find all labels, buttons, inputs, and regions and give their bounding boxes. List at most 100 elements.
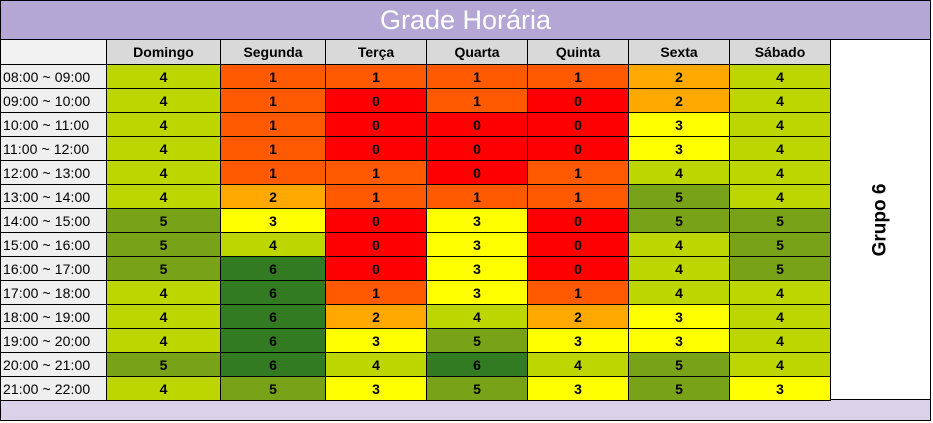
- heatmap-cell: 4: [426, 304, 528, 329]
- heatmap-cell: 1: [325, 184, 427, 209]
- heatmap-cell: 5: [426, 328, 528, 353]
- time-label: 08:00 ~ 09:00: [0, 64, 107, 89]
- heatmap-cell: 0: [527, 208, 629, 233]
- heatmap-cell: 3: [426, 280, 528, 305]
- column-header: Domingo: [106, 39, 221, 65]
- heatmap-cell: 0: [325, 112, 427, 137]
- page-title: Grade Horária: [379, 4, 552, 35]
- heatmap-cell: 1: [426, 64, 528, 89]
- heatmap-cell: 0: [527, 88, 629, 113]
- heatmap-cell: 0: [325, 256, 427, 281]
- heatmap-cell: 0: [527, 136, 629, 161]
- heatmap-cell: 5: [628, 184, 730, 209]
- title-bar: Grade Horária: [0, 0, 931, 40]
- heatmap-cell: 4: [729, 328, 831, 353]
- column-header: Segunda: [220, 39, 326, 65]
- heatmap-cell: 5: [628, 376, 730, 401]
- heatmap-cell: 3: [527, 328, 629, 353]
- time-label: 14:00 ~ 15:00: [0, 208, 107, 233]
- heatmap-cell: 3: [628, 112, 730, 137]
- heatmap-cell: 4: [527, 352, 629, 377]
- heatmap-cell: 3: [426, 208, 528, 233]
- column-header: Sexta: [628, 39, 730, 65]
- time-label: 21:00 ~ 22:00: [0, 376, 107, 401]
- heatmap-cell: 2: [628, 64, 730, 89]
- heatmap-cell: 6: [220, 304, 326, 329]
- heatmap-cell: 1: [426, 184, 528, 209]
- heatmap-cell: 4: [106, 328, 221, 353]
- heatmap-cell: 5: [106, 256, 221, 281]
- header-corner: [0, 39, 107, 65]
- heatmap-cell: 4: [729, 64, 831, 89]
- heatmap-cell: 5: [628, 352, 730, 377]
- heatmap-cell: 4: [729, 304, 831, 329]
- heatmap-cell: 4: [729, 112, 831, 137]
- heatmap-cell: 3: [325, 376, 427, 401]
- heatmap-cell: 4: [106, 376, 221, 401]
- column-header: Quinta: [527, 39, 629, 65]
- heatmap-cell: 2: [220, 184, 326, 209]
- heatmap-cell: 5: [106, 208, 221, 233]
- heatmap-cell: 2: [325, 304, 427, 329]
- heatmap-cell: 3: [426, 232, 528, 257]
- heatmap-cell: 3: [527, 376, 629, 401]
- time-label: 09:00 ~ 10:00: [0, 88, 107, 113]
- heatmap-cell: 5: [729, 232, 831, 257]
- heatmap-cell: 4: [729, 88, 831, 113]
- heatmap-cell: 6: [220, 280, 326, 305]
- heatmap-cell: 1: [527, 184, 629, 209]
- group-label: Grupo 6: [869, 183, 890, 256]
- heatmap-cell: 5: [426, 376, 528, 401]
- time-label: 20:00 ~ 21:00: [0, 352, 107, 377]
- heatmap-cell: 1: [325, 160, 427, 185]
- column-header: Terça: [325, 39, 427, 65]
- heatmap-cell: 4: [729, 136, 831, 161]
- heatmap-cell: 1: [426, 88, 528, 113]
- heatmap-cell: 2: [628, 88, 730, 113]
- heatmap-cell: 4: [628, 232, 730, 257]
- heatmap-cell: 3: [325, 328, 427, 353]
- heatmap-cell: 4: [628, 280, 730, 305]
- heatmap-cell: 3: [628, 328, 730, 353]
- heatmap-cell: 4: [106, 112, 221, 137]
- heatmap-cell: 4: [325, 352, 427, 377]
- heatmap-cell: 6: [220, 328, 326, 353]
- heatmap-cell: 2: [527, 304, 629, 329]
- heatmap-cell: 1: [527, 280, 629, 305]
- heatmap-cell: 1: [527, 160, 629, 185]
- heatmap-cell: 6: [220, 256, 326, 281]
- heatmap-cell: 4: [729, 352, 831, 377]
- heatmap-cell: 5: [628, 208, 730, 233]
- time-label: 17:00 ~ 18:00: [0, 280, 107, 305]
- heatmap-cell: 4: [729, 160, 831, 185]
- heatmap-cell: 4: [106, 64, 221, 89]
- heatmap-cell: 4: [106, 184, 221, 209]
- heatmap-cell: 1: [220, 88, 326, 113]
- heatmap-cell: 4: [106, 88, 221, 113]
- group-cell: Grupo 6: [829, 39, 931, 400]
- heatmap-cell: 0: [325, 136, 427, 161]
- column-header: Quarta: [426, 39, 528, 65]
- heatmap-cell: 0: [527, 256, 629, 281]
- time-label: 18:00 ~ 19:00: [0, 304, 107, 329]
- heatmap-cell: 0: [325, 232, 427, 257]
- heatmap-cell: 5: [729, 256, 831, 281]
- footer-bar: [0, 399, 931, 421]
- heatmap-cell: 1: [527, 64, 629, 89]
- heatmap-cell: 3: [426, 256, 528, 281]
- heatmap-cell: 3: [729, 376, 831, 401]
- time-label: 16:00 ~ 17:00: [0, 256, 107, 281]
- heatmap-cell: 1: [325, 64, 427, 89]
- heatmap-cell: 3: [220, 208, 326, 233]
- heatmap-cell: 0: [426, 160, 528, 185]
- heatmap-cell: 0: [426, 136, 528, 161]
- heatmap-cell: 4: [628, 160, 730, 185]
- heatmap-cell: 1: [220, 160, 326, 185]
- heatmap-cell: 5: [220, 376, 326, 401]
- column-header: Sábado: [729, 39, 831, 65]
- heatmap-cell: 3: [628, 304, 730, 329]
- heatmap-cell: 0: [527, 112, 629, 137]
- heatmap-cell: 4: [628, 256, 730, 281]
- heatmap-cell: 0: [426, 112, 528, 137]
